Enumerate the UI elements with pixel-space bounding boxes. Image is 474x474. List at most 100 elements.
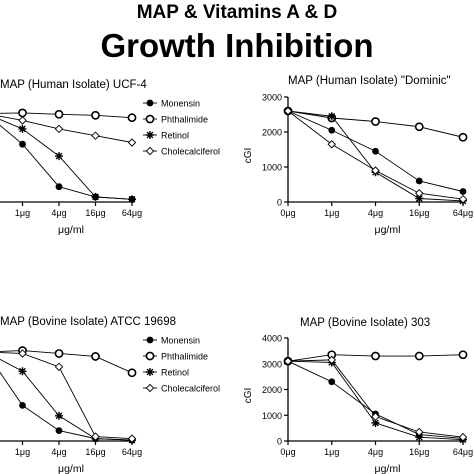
point-cholecalciferol bbox=[458, 194, 468, 204]
legend-marker-monensin bbox=[146, 336, 154, 344]
x-tick-label: 64μg bbox=[453, 208, 473, 218]
legend-label: Retinol bbox=[161, 131, 189, 141]
legend-label: Monensin bbox=[161, 99, 200, 109]
series-retinol bbox=[0, 118, 136, 204]
series-retinol bbox=[284, 357, 467, 444]
legend-label: Monensin bbox=[161, 336, 200, 346]
chart-panel-3: MAP (Bovine Isolate) ATCC 196980μg1μg4μg… bbox=[0, 316, 220, 474]
point-monensin bbox=[19, 402, 26, 409]
legend-label: Retinol bbox=[161, 368, 189, 378]
x-tick-label: 0μg bbox=[280, 447, 295, 457]
y-tick-label: 0 bbox=[277, 198, 282, 208]
y-axis-label: cGI bbox=[243, 388, 254, 404]
x-axis-label: μg/ml bbox=[375, 463, 401, 474]
series-monensin bbox=[0, 124, 136, 203]
point-cholecalciferol bbox=[458, 432, 468, 442]
chart-panel-2: MAP (Human Isolate) "Dominic" 0 1000 2000 30… bbox=[243, 75, 473, 236]
legend-marker-monensin bbox=[146, 99, 154, 107]
chart-panel-4: MAP (Bovine Isolate) 303 0 1000 2000 3000 400… bbox=[243, 317, 473, 474]
point-retinol bbox=[91, 192, 100, 201]
point-monensin bbox=[328, 126, 336, 134]
point-monensin bbox=[328, 378, 336, 386]
point-cholecalciferol bbox=[327, 140, 336, 149]
point-phthalimide bbox=[371, 351, 380, 361]
chart-panel-1: MAP (Human Isolate) UCF-40μg1μg4μg16μg64… bbox=[0, 79, 220, 236]
series-line-monensin bbox=[0, 371, 133, 441]
series-monensin bbox=[0, 371, 136, 444]
point-cholecalciferol bbox=[91, 131, 100, 140]
point-monensin bbox=[19, 140, 26, 148]
y-tick-label: 3000 bbox=[262, 359, 282, 369]
y-tick-label: 4000 bbox=[262, 334, 282, 344]
point-phthalimide bbox=[91, 110, 100, 120]
series-line-cholecalciferol bbox=[0, 352, 133, 440]
point-cholecalciferol bbox=[283, 356, 293, 366]
chart-title: MAP (Bovine Isolate) 303 bbox=[300, 317, 430, 329]
point-monensin bbox=[55, 183, 63, 191]
series-phthalimide bbox=[283, 350, 468, 366]
legend-label: Cholecalciferol bbox=[161, 384, 220, 394]
point-phthalimide bbox=[371, 117, 380, 126]
point-retinol bbox=[55, 411, 63, 420]
point-cholecalciferol bbox=[54, 362, 64, 372]
x-tick-label: 16μg bbox=[409, 208, 429, 218]
point-retinol bbox=[18, 367, 27, 376]
point-retinol bbox=[415, 433, 424, 442]
point-cholecalciferol bbox=[91, 432, 100, 441]
point-phthalimide bbox=[54, 349, 64, 358]
x-axis-label: μg/ml bbox=[375, 224, 401, 236]
point-cholecalciferol bbox=[415, 427, 424, 437]
x-tick-label: 64μg bbox=[122, 447, 142, 457]
point-cholecalciferol bbox=[127, 138, 137, 147]
series-cholecalciferol bbox=[283, 355, 468, 442]
point-cholecalciferol bbox=[127, 434, 137, 443]
series-phthalimide bbox=[0, 108, 137, 123]
legend-marker-retinol bbox=[146, 368, 154, 376]
x-tick-label: 4μg bbox=[51, 208, 66, 218]
point-retinol bbox=[128, 195, 136, 204]
point-phthalimide bbox=[458, 132, 468, 142]
x-axis-label: μg/ml bbox=[58, 463, 84, 474]
x-tick-label: 0μg bbox=[280, 208, 295, 218]
legend-label: Phthalimide bbox=[161, 352, 208, 362]
x-tick-label: 4μg bbox=[368, 208, 383, 218]
point-phthalimide bbox=[54, 109, 64, 119]
point-cholecalciferol bbox=[371, 412, 380, 421]
point-cholecalciferol bbox=[371, 166, 380, 175]
chart-title: MAP (Bovine Isolate) ATCC 19698 bbox=[0, 316, 176, 328]
legend-label: Cholecalciferol bbox=[161, 147, 220, 157]
series-cholecalciferol bbox=[0, 349, 137, 443]
chart-title: MAP (Human Isolate) "Dominic" bbox=[288, 75, 451, 87]
x-tick-label: 1μg bbox=[324, 208, 339, 218]
x-tick-label: 16μg bbox=[409, 447, 429, 457]
chart-title: MAP (Human Isolate) UCF-4 bbox=[0, 79, 147, 91]
legend-marker-phthalimide bbox=[145, 114, 155, 124]
x-axis-label: μg/ml bbox=[58, 224, 84, 236]
series-retinol bbox=[0, 358, 136, 445]
point-monensin bbox=[372, 147, 379, 155]
point-retinol bbox=[371, 418, 380, 427]
chart-legend: Monensin Phthalimide Retinol Cholecalcifero… bbox=[143, 99, 220, 157]
x-tick-label: 64μg bbox=[122, 208, 142, 218]
y-tick-label: 2000 bbox=[262, 385, 282, 395]
series-line-retinol bbox=[287, 360, 464, 441]
legend-marker-cholecalciferol bbox=[145, 383, 155, 393]
point-phthalimide bbox=[18, 108, 27, 118]
x-tick-label: 4μg bbox=[368, 447, 383, 457]
point-monensin bbox=[415, 177, 423, 185]
point-retinol bbox=[415, 194, 424, 203]
y-tick-label: 2000 bbox=[262, 128, 282, 138]
y-tick-label: 0 bbox=[277, 437, 282, 447]
y-tick-label: 1000 bbox=[262, 411, 282, 421]
point-monensin bbox=[459, 188, 467, 195]
point-retinol bbox=[18, 124, 27, 133]
x-tick-label: 16μg bbox=[85, 447, 105, 457]
point-cholecalciferol bbox=[327, 355, 336, 365]
point-phthalimide bbox=[91, 352, 100, 361]
point-cholecalciferol bbox=[283, 106, 293, 116]
x-tick-label: 1μg bbox=[324, 447, 339, 457]
y-axis-label: cGI bbox=[243, 148, 254, 164]
point-phthalimide bbox=[458, 350, 468, 360]
point-phthalimide bbox=[127, 113, 137, 123]
